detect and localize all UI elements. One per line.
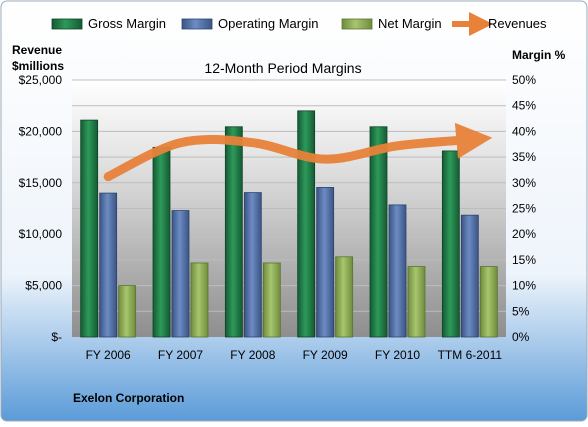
legend: Gross Margin Operating Margin Net Margin Re… (51, 12, 547, 36)
right-tick-label: 0% (512, 330, 530, 344)
category-label: FY 2008 (230, 348, 275, 362)
right-tick-label: 45% (512, 99, 536, 113)
right-tick-label: 20% (512, 227, 536, 241)
left-tick-label: $20,000 (19, 124, 63, 138)
bar-gross-margin (224, 126, 243, 338)
left-tick-label: $25,000 (19, 73, 63, 87)
category-label: FY 2007 (158, 348, 203, 362)
right-tick-label: 5% (512, 304, 530, 318)
legend-label: Revenues (488, 16, 547, 31)
bar-net-margin (479, 266, 498, 338)
left-tick-label: $10,000 (19, 227, 63, 241)
bar-gross-margin (441, 150, 460, 338)
right-tick-label: 35% (512, 150, 536, 164)
bar-gross-margin (297, 110, 316, 338)
bar-gross-margin (152, 146, 171, 338)
bar-operating-margin (243, 192, 262, 338)
legend-label: Net Margin (378, 16, 442, 31)
bar-net-margin (407, 266, 426, 338)
left-axis-label-line1: Revenue (12, 43, 62, 57)
legend-swatch-gross-margin (51, 18, 83, 30)
right-tick-label: 10% (512, 279, 536, 293)
bar-gross-margin (369, 126, 388, 338)
revenue-line (103, 122, 493, 182)
chart-title: 12-Month Period Margins (204, 60, 361, 76)
left-axis-label-line2: $millions (12, 59, 64, 73)
right-tick-label: 40% (512, 124, 536, 138)
category-label: TTM 6-2011 (438, 348, 503, 362)
bar-operating-margin (171, 210, 190, 338)
bars (80, 110, 498, 338)
legend-swatch-operating-margin (181, 18, 213, 30)
bar-net-margin (190, 262, 209, 338)
gridlines (72, 79, 506, 312)
company-name: Exelon Corporation (73, 391, 184, 405)
left-tick-label: $- (51, 330, 62, 344)
right-tick-label: 15% (512, 253, 536, 267)
bar-operating-margin (99, 192, 118, 338)
right-tick-label: 30% (512, 176, 536, 190)
right-tick-label: 50% (512, 73, 536, 87)
bar-operating-margin (460, 214, 479, 338)
category-label: FY 2009 (303, 348, 348, 362)
legend-label: Gross Margin (88, 16, 166, 31)
left-tick-label: $15,000 (19, 176, 63, 190)
bar-net-margin (118, 285, 137, 338)
category-labels: FY 2006 FY 2007 FY 2008 FY 2009 FY 2010 TTM 6… (86, 348, 503, 362)
legend-label: Operating Margin (218, 16, 318, 31)
right-tick-label: 25% (512, 202, 536, 216)
left-tick-label: $5,000 (25, 279, 62, 293)
bar-operating-margin (316, 187, 335, 338)
right-axis-label: Margin % (512, 48, 566, 62)
category-label: FY 2010 (375, 348, 420, 362)
category-label: FY 2006 (86, 348, 131, 362)
bar-net-margin (335, 256, 354, 338)
bar-operating-margin (388, 204, 407, 338)
bar-gross-margin (80, 119, 99, 338)
left-axis-ticks: $- $5,000 $10,000 $15,000 $20,000 $25,000 (19, 73, 63, 344)
bar-net-margin (262, 262, 281, 338)
legend-swatch-net-margin (341, 18, 373, 30)
right-axis-ticks: 0% 5% 10% 15% 20% 25% 30% 35% 40% 45% 50% (512, 73, 536, 344)
revenues-line-path (103, 122, 493, 182)
